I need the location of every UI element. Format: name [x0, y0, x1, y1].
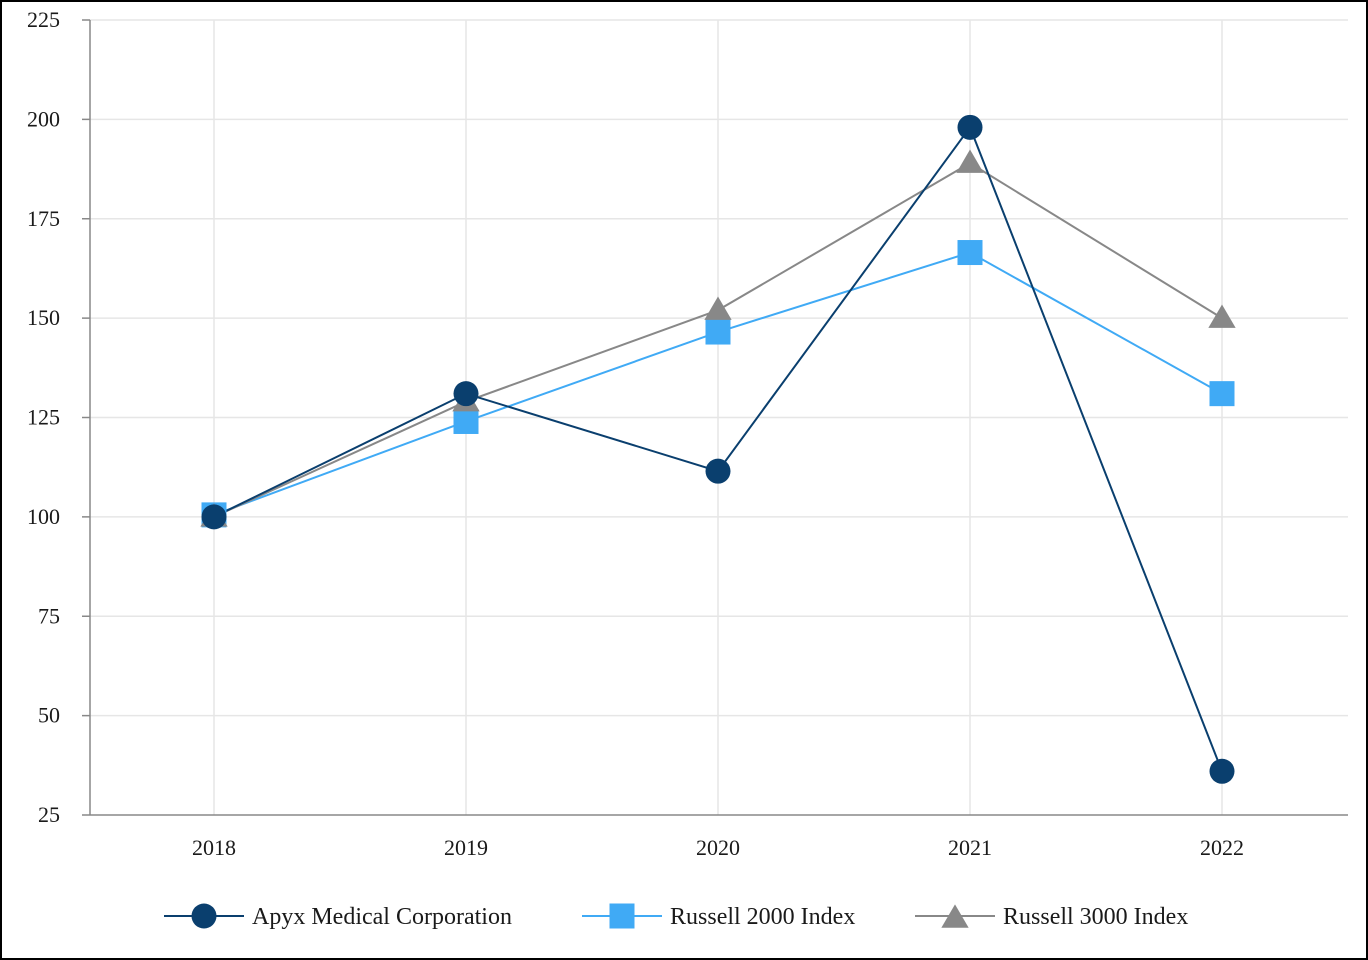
- legend-swatch-marker: [191, 903, 217, 929]
- apyx-medical-corporation-point: [1209, 758, 1235, 784]
- x-tick-label: 2019: [444, 835, 488, 860]
- y-tick-label: 25: [38, 802, 60, 827]
- legend: Apyx Medical Corporation Russell 2000 Ind…: [164, 903, 1188, 930]
- x-tick-label: 2020: [696, 835, 740, 860]
- apyx-medical-corporation-point: [453, 381, 479, 407]
- legend-swatch-marker: [609, 903, 635, 929]
- y-tick-label: 100: [27, 504, 60, 529]
- x-tick-label: 2022: [1200, 835, 1244, 860]
- y-tick-label: 75: [38, 603, 60, 628]
- legend-item-apyx-medical-corporation: Apyx Medical Corporation: [164, 903, 512, 930]
- russell-2000-index-point: [1209, 381, 1235, 407]
- tick-labels: 25 50 75 100 125 150 175 200 225 2018 2019 2020 2021…: [27, 7, 1244, 860]
- legend-label: Apyx Medical Corporation: [252, 904, 512, 930]
- x-tick-label: 2021: [948, 835, 992, 860]
- data-markers: [200, 114, 1236, 784]
- y-tick-label: 200: [27, 106, 60, 131]
- legend-label: Russell 2000 Index: [670, 904, 855, 930]
- y-tick-label: 150: [27, 305, 60, 330]
- apyx-medical-corporation-point: [201, 504, 227, 530]
- apyx-medical-corporation-point: [705, 458, 731, 484]
- russell-2000-index-point: [453, 408, 479, 434]
- axes: [82, 19, 1348, 816]
- russell-2000-index-point: [957, 240, 983, 266]
- russell-3000-index-point: [1208, 304, 1236, 328]
- legend-item-russell-3000-index: Russell 3000 Index: [915, 904, 1188, 930]
- y-tick-label: 175: [27, 206, 60, 231]
- gridlines: [90, 19, 1348, 815]
- legend-label: Russell 3000 Index: [1003, 904, 1188, 930]
- y-tick-label: 125: [27, 405, 60, 430]
- russell-3000-index-point: [956, 149, 984, 173]
- russell-2000-index-point: [705, 319, 731, 345]
- x-tick-label: 2018: [192, 835, 236, 860]
- y-tick-label: 225: [27, 7, 60, 32]
- russell-3000-index-point: [704, 296, 732, 320]
- y-tick-label: 50: [38, 703, 60, 728]
- apyx-medical-corporation-point: [957, 114, 983, 140]
- legend-swatch-marker: [941, 904, 969, 928]
- legend-item-russell-2000-index: Russell 2000 Index: [582, 903, 855, 930]
